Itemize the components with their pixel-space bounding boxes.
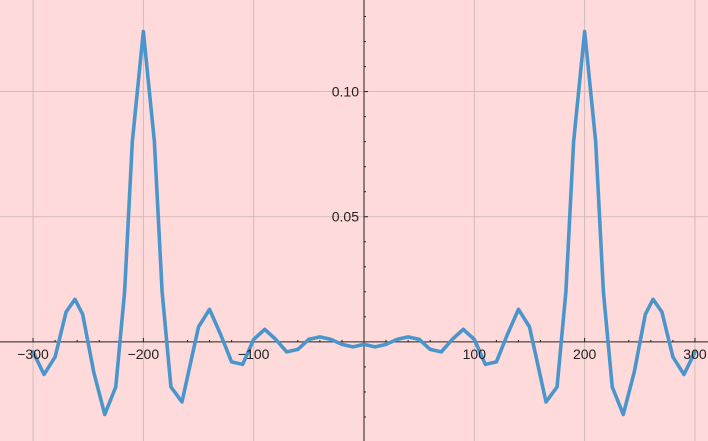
x-tick-label: 200 — [573, 346, 597, 362]
x-tick-label: −300 — [17, 346, 49, 362]
tick-labels: −300 −200 −100 100 200 300 0.05 0.10 — [17, 84, 707, 362]
x-tick-label: −200 — [128, 346, 160, 362]
x-tick-label: 300 — [683, 346, 707, 362]
x-tick-label: 100 — [463, 346, 487, 362]
series-layer — [31, 29, 697, 417]
x-tick-label: −100 — [238, 346, 270, 362]
y-tick-label: 0.05 — [332, 209, 359, 225]
series-line — [31, 29, 697, 417]
y-tick-label: 0.10 — [332, 84, 359, 100]
